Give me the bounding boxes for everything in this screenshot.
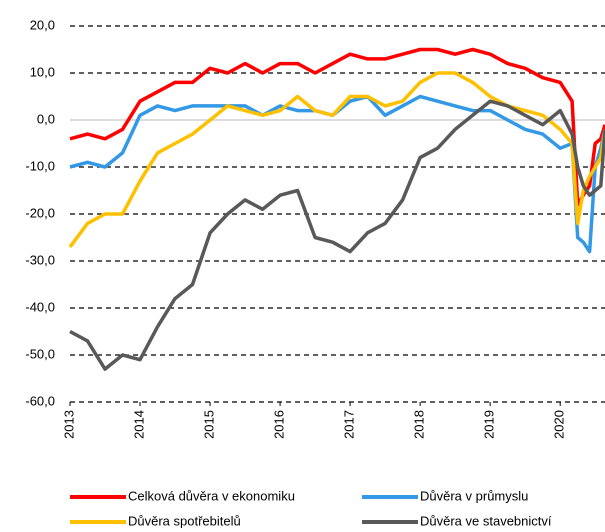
y-tick-label: -10,0 (25, 158, 55, 173)
y-tick-label: -60,0 (25, 393, 55, 408)
series-line (69, 47, 605, 207)
y-tick-label: 10,0 (30, 64, 55, 79)
x-tick-label: 2017 (342, 410, 357, 439)
series-line (68, 71, 605, 248)
legend-label: Důvěra ve stavebnictví (420, 513, 552, 528)
legend-label: Celková důvěra v ekonomiku (128, 488, 295, 503)
x-tick-label: 2014 (131, 410, 146, 439)
y-tick-label: 20,0 (30, 17, 55, 32)
x-tick-label: 2020 (552, 410, 567, 439)
legend-label: Důvěra spotřebitelů (128, 513, 241, 528)
y-tick-label: -20,0 (25, 205, 55, 220)
x-tick-label: 2016 (272, 410, 287, 439)
y-tick-label: -40,0 (25, 299, 55, 314)
x-tick-label: 2015 (201, 410, 216, 439)
y-tick-label: -50,0 (25, 346, 55, 361)
x-tick-label: 2013 (61, 410, 76, 439)
x-tick-label: 2018 (412, 410, 427, 439)
series-line (69, 99, 605, 371)
legend-label: Důvěra v průmyslu (420, 488, 528, 503)
x-tick-label: 2019 (482, 410, 497, 439)
y-tick-label: 0,0 (37, 111, 55, 126)
y-tick-label: -30,0 (25, 252, 55, 267)
